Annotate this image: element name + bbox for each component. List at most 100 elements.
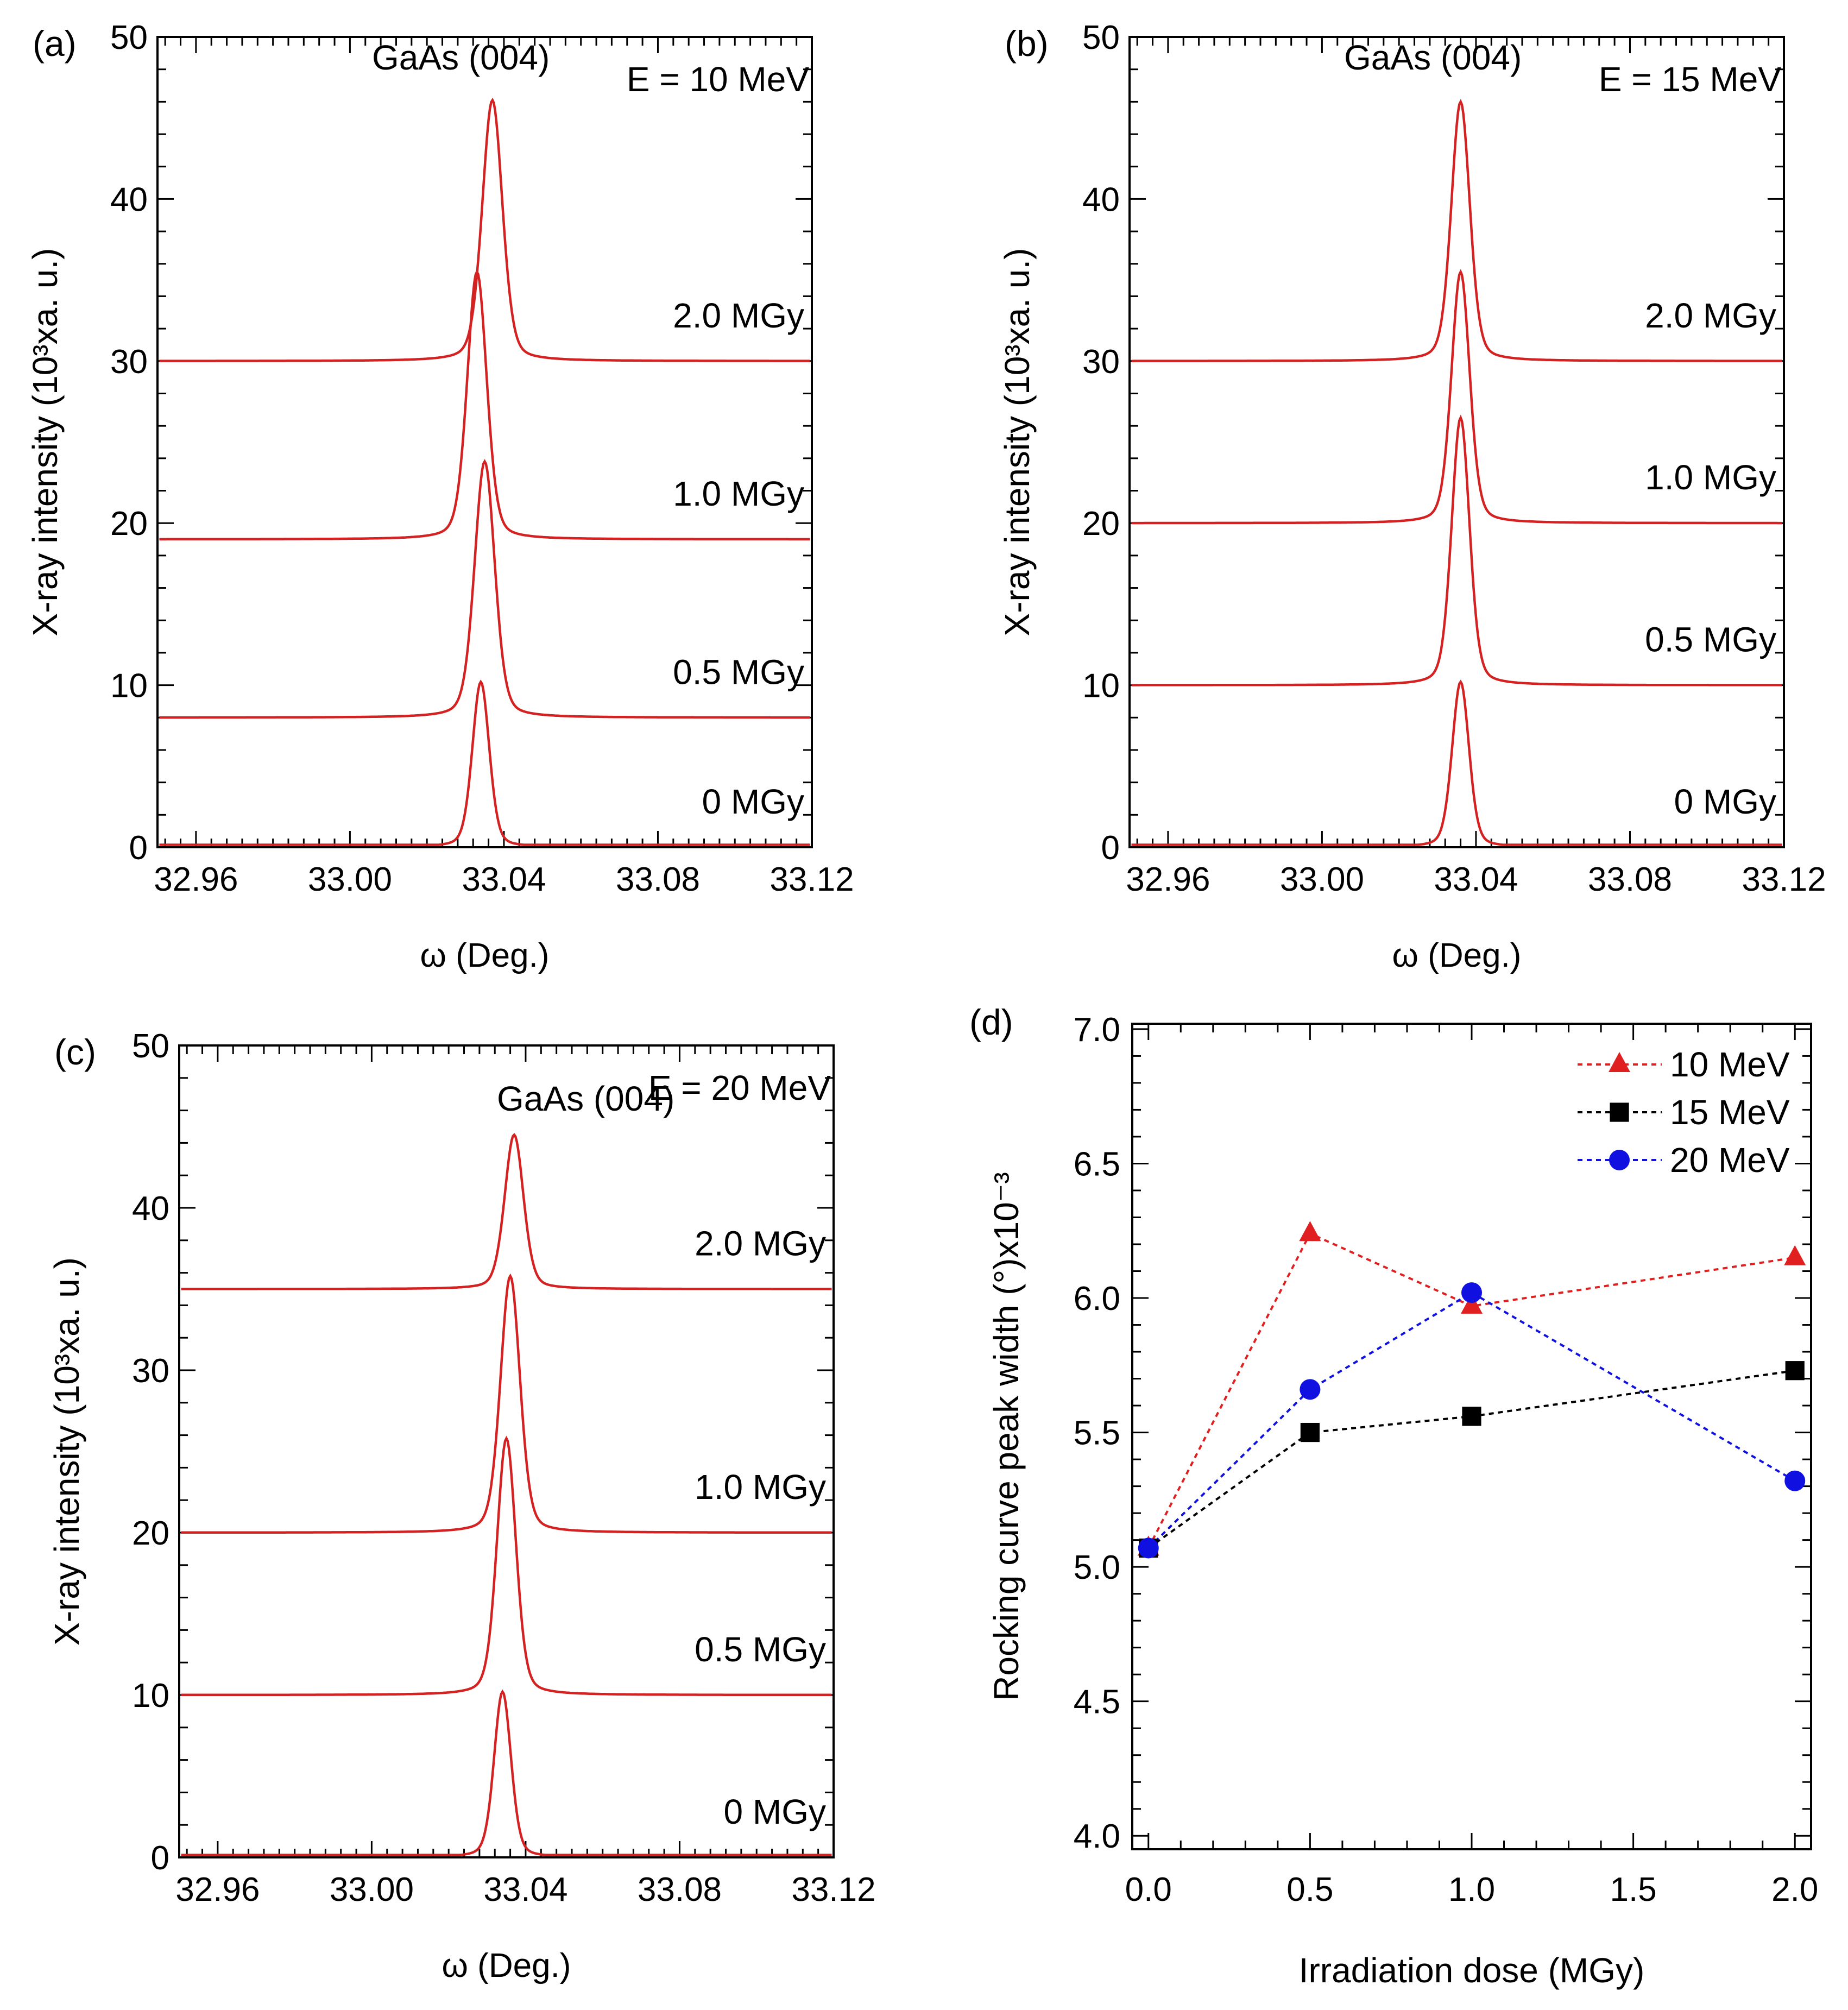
panel-a: 32.96 33.00 33.04 33.08 33.12 0 10 20 30 40 50 0 MG…: [26, 19, 854, 974]
x-tick-label: 33.12: [770, 861, 854, 898]
x-tick-label: 1.5: [1610, 1871, 1657, 1908]
curve-label: 0 MGy: [1674, 782, 1776, 821]
y-tick-label: 0: [1101, 829, 1120, 867]
y-tick-label: 50: [1082, 19, 1120, 56]
data-point-10-MeV: [1784, 1245, 1806, 1265]
x-axis-label: ω (Deg.): [442, 1947, 571, 1984]
curve-2_0-MGy: [181, 1132, 832, 1290]
curve-label: 1.0 MGy: [673, 474, 804, 513]
x-tick-label: 33.08: [638, 1871, 722, 1908]
curve-1_0-MGy: [1131, 269, 1782, 525]
curve-label: 1.0 MGy: [695, 1467, 826, 1507]
x-tick-label: 33.00: [308, 861, 392, 898]
curve-label: 2.0 MGy: [695, 1224, 826, 1263]
y-axis-label: X-ray intensity (10³xa. u.): [998, 248, 1037, 637]
y-tick-label: 7.0: [1074, 1011, 1120, 1049]
plot-frame: [178, 1044, 835, 1858]
data-point-20-MeV: [1138, 1538, 1159, 1559]
y-tick-label: 20: [110, 505, 148, 543]
panel-label: (d): [969, 1002, 1013, 1042]
y-tick-label: 30: [110, 343, 148, 381]
data-point-15-MeV: [1300, 1422, 1320, 1442]
x-tick-label: 33.04: [1434, 861, 1518, 898]
legend-marker: [1610, 1102, 1629, 1122]
panel-label: (b): [1005, 23, 1049, 64]
legend-label: 20 MeV: [1670, 1141, 1790, 1180]
y-tick-label: 5.5: [1074, 1415, 1120, 1452]
legend-marker: [1609, 1150, 1630, 1170]
curve-label: 2.0 MGy: [673, 296, 804, 335]
y-tick-label: 20: [132, 1515, 169, 1552]
series-line-10-MeV: [1147, 1232, 1795, 1549]
panel-label: (c): [54, 1032, 96, 1072]
curve-label: 1.0 MGy: [1645, 458, 1776, 497]
series-line-20-MeV: [1147, 1291, 1796, 1549]
y-tick-label: 30: [132, 1352, 169, 1390]
curve-1_0-MGy: [181, 1273, 832, 1534]
curve-0_5-MGy: [1131, 414, 1782, 686]
data-point-15-MeV: [1785, 1361, 1805, 1381]
curve-0-MGy: [1131, 679, 1782, 846]
sample-label: GaAs (004): [1344, 38, 1522, 77]
legend-marker: [1609, 1052, 1630, 1072]
y-tick-label: 40: [1082, 181, 1120, 218]
x-axis-label: ω (Deg.): [1392, 937, 1522, 974]
series-line-15-MeV: [1147, 1369, 1795, 1549]
curve-label: 0.5 MGy: [1645, 620, 1776, 659]
x-tick-label: 33.12: [1742, 861, 1826, 898]
data-point-10-MeV: [1299, 1221, 1321, 1242]
energy-label: E = 20 MeV: [648, 1068, 831, 1107]
data-point-20-MeV: [1784, 1470, 1806, 1491]
data-point-20-MeV: [1461, 1282, 1482, 1303]
curve-1_0-MGy: [159, 269, 810, 541]
sample-label: GaAs (004): [372, 38, 550, 77]
curve-label: 0 MGy: [702, 782, 804, 821]
x-tick-label: 32.96: [154, 861, 238, 898]
y-tick-label: 4.0: [1074, 1818, 1120, 1855]
plot-frame: [1128, 36, 1785, 848]
x-tick-label: 33.04: [462, 861, 546, 898]
plot-frame: [156, 36, 813, 848]
panel-c: 32.96 33.00 33.04 33.08 33.12 0 10 20 30 40 50 0 MG…: [47, 1028, 876, 1984]
x-tick-label: 33.00: [330, 1871, 414, 1908]
y-tick-label: 20: [1082, 505, 1120, 543]
x-tick-label: 33.00: [1280, 861, 1364, 898]
y-tick-label: 5.0: [1074, 1549, 1120, 1586]
curve-0-MGy: [181, 1689, 832, 1856]
energy-label: E = 10 MeV: [627, 60, 810, 99]
y-tick-label: 40: [132, 1190, 169, 1227]
curve-2_0-MGy: [1131, 99, 1782, 362]
x-tick-label: 2.0: [1771, 1871, 1818, 1908]
curve-0_5-MGy: [181, 1435, 832, 1697]
x-tick-label: 0.5: [1286, 1871, 1333, 1908]
y-tick-label: 6.5: [1074, 1145, 1120, 1183]
panel-b: 32.96 33.00 33.04 33.08 33.12 0 10 20 30 40 50 0 MG…: [998, 19, 1826, 974]
y-tick-label: 6.0: [1074, 1280, 1120, 1318]
curve-0_5-MGy: [159, 459, 810, 719]
curve-label: 0.5 MGy: [695, 1630, 826, 1669]
y-tick-label: 10: [132, 1677, 169, 1715]
x-tick-label: 1.0: [1448, 1871, 1495, 1908]
x-axis-label: Irradiation dose (MGy): [1299, 1951, 1645, 1990]
y-axis-label: X-ray intensity (10³xa. u.): [26, 248, 65, 637]
x-axis-label: ω (Deg.): [420, 937, 550, 974]
data-point-15-MeV: [1462, 1407, 1481, 1426]
curve-label: 0.5 MGy: [673, 652, 804, 691]
legend-label: 15 MeV: [1670, 1093, 1790, 1132]
y-tick-label: 40: [110, 181, 148, 218]
x-tick-label: 33.08: [1588, 861, 1672, 898]
sample-label: GaAs (004): [497, 1079, 674, 1118]
x-tick-label: 0.0: [1125, 1871, 1172, 1908]
x-tick-label: 33.12: [791, 1871, 875, 1908]
x-tick-label: 33.08: [616, 861, 700, 898]
y-tick-label: 50: [110, 19, 148, 56]
curve-label: 2.0 MGy: [1645, 296, 1776, 335]
legend-label: 10 MeV: [1670, 1045, 1790, 1084]
curve-label: 0 MGy: [724, 1792, 826, 1831]
y-tick-label: 0: [129, 829, 148, 867]
x-tick-label: 32.96: [1126, 861, 1210, 898]
y-axis-label: Rocking curve peak width (°)x10⁻³: [987, 1172, 1026, 1701]
y-tick-label: 30: [1082, 343, 1120, 381]
y-tick-label: 10: [110, 667, 148, 705]
